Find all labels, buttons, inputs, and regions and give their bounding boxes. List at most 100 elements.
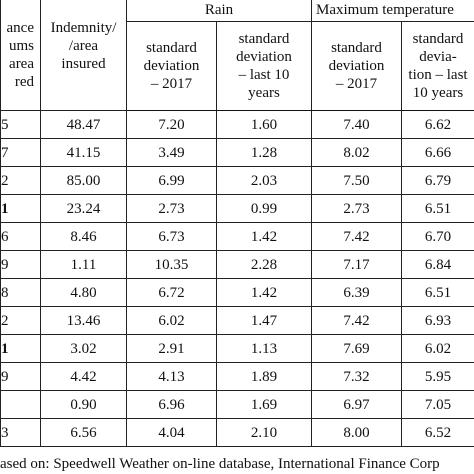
header-line: deviation — [328, 58, 385, 74]
table-cell: 4.80 — [40, 278, 127, 307]
table-cell — [0, 390, 41, 419]
table-cell: 4.42 — [40, 362, 127, 391]
table-cell: 7.05 — [401, 390, 474, 419]
table-cell: 5.95 — [401, 362, 474, 391]
table-cell: 13.46 — [40, 306, 127, 335]
header-line: standard — [238, 31, 290, 47]
table-cell: 1 — [0, 334, 41, 363]
header-line: tion – last — [408, 67, 468, 83]
table-cell: 2.28 — [216, 250, 312, 279]
subheader: standard deviation – 2017 — [311, 21, 402, 111]
table-cell: 6.62 — [401, 110, 474, 139]
table-cell: 1.42 — [216, 222, 312, 251]
stub-header: ance ums area red — [0, 0, 41, 111]
table-cell: 6.70 — [401, 222, 474, 251]
header-line: standard — [146, 40, 197, 56]
table-cell: 7.69 — [311, 334, 402, 363]
table-cell: 6.72 — [126, 278, 217, 307]
table-cell: 41.15 — [40, 138, 127, 167]
subheader: standard devia-tion – last 10 years — [401, 21, 474, 111]
subheader: standard deviation – 2017 — [126, 21, 217, 111]
header-line: – 2017 — [150, 76, 193, 92]
table-row: 5 48.47 7.20 1.60 7.40 6.62 — [0, 110, 474, 139]
table-cell: 5 — [0, 110, 41, 139]
table-row: 7 41.15 3.49 1.28 8.02 6.66 — [0, 138, 474, 167]
table-row: 1 3.02 2.91 1.13 7.69 6.02 — [0, 334, 474, 363]
table-cell: 7.32 — [311, 362, 402, 391]
header-line: 10 years — [412, 85, 464, 101]
header-line: standard — [331, 40, 382, 56]
table-cell: 6.99 — [126, 166, 217, 195]
table-cell: 6.84 — [401, 250, 474, 279]
header-line: years — [248, 85, 280, 101]
header-line: area — [9, 55, 34, 72]
table-cell: 1.69 — [216, 390, 312, 419]
table-cell: 6.02 — [401, 334, 474, 363]
table-cell: 9 — [0, 250, 41, 279]
table-row: 2 13.46 6.02 1.47 7.42 6.93 — [0, 306, 474, 335]
table-cell: 1.89 — [216, 362, 312, 391]
table-cell: 6.51 — [401, 194, 474, 223]
table-cell: 8.00 — [311, 418, 402, 447]
table-cell: 48.47 — [40, 110, 127, 139]
table-cell: 6.51 — [401, 278, 474, 307]
header-line: – 2017 — [335, 76, 378, 92]
table-cell: 6.52 — [401, 418, 474, 447]
header-line: Indemnity/ — [50, 20, 117, 36]
table-cell: 4.13 — [126, 362, 217, 391]
header-line: standard — [412, 31, 464, 47]
table-cell: 6.02 — [126, 306, 217, 335]
table-cell: 2.03 — [216, 166, 312, 195]
header-line: red — [14, 73, 34, 90]
table-row: 0.90 6.96 1.69 6.97 7.05 — [0, 390, 474, 419]
table-cell: 1.11 — [40, 250, 127, 279]
table-cell: 6.93 — [401, 306, 474, 335]
header-line: ums — [8, 37, 34, 54]
table-cell: 7.42 — [311, 306, 402, 335]
table-cell: 6.39 — [311, 278, 402, 307]
table-cell: 1.42 — [216, 278, 312, 307]
table-row: 2 85.00 6.99 2.03 7.50 6.79 — [0, 166, 474, 195]
table-row: 3 6.56 4.04 2.10 8.00 6.52 — [0, 418, 474, 447]
table-row: 6 8.46 6.73 1.42 7.42 6.70 — [0, 222, 474, 251]
table-cell: 1.13 — [216, 334, 312, 363]
table-cell: 0.99 — [216, 194, 312, 223]
header-line: deviation — [236, 49, 292, 65]
header-line: insured — [61, 56, 106, 72]
table-cell: 3.02 — [40, 334, 127, 363]
subheader: standard deviation – last 10 years — [216, 21, 312, 111]
table-cell: 2.73 — [311, 194, 402, 223]
table-cell: 2.73 — [126, 194, 217, 223]
header-line: devia- — [419, 49, 457, 65]
table-row: 9 4.42 4.13 1.89 7.32 5.95 — [0, 362, 474, 391]
max-temp-header: Maximum temperature — [311, 0, 474, 22]
data-table: ance ums area red Indemnity/ /area insured Ra… — [0, 0, 474, 447]
table-cell: 8.02 — [311, 138, 402, 167]
table-cell: 6.56 — [40, 418, 127, 447]
table-cell: 23.24 — [40, 194, 127, 223]
table-cell: 0.90 — [40, 390, 127, 419]
table-cell: 3 — [0, 418, 41, 447]
rain-header: Rain — [126, 0, 312, 22]
table-cell: 2.10 — [216, 418, 312, 447]
table-cell: 2 — [0, 306, 41, 335]
table-cell: 7.40 — [311, 110, 402, 139]
table-cell: 2.91 — [126, 334, 217, 363]
header-line: deviation — [143, 58, 200, 74]
table-cell: 3.49 — [126, 138, 217, 167]
footer-note: ased on: Speedwell Weather on-line datab… — [0, 456, 440, 472]
header-line: /area — [68, 38, 99, 54]
table-cell: 8 — [0, 278, 41, 307]
table-cell: 85.00 — [40, 166, 127, 195]
table-cell: 10.35 — [126, 250, 217, 279]
table-cell: 1.47 — [216, 306, 312, 335]
table-cell: 7 — [0, 138, 41, 167]
table-cell: 7.17 — [311, 250, 402, 279]
table-cell: 7.42 — [311, 222, 402, 251]
indemnity-header: Indemnity/ /area insured — [40, 0, 127, 111]
table-cell: 2 — [0, 166, 41, 195]
header-line: – last 10 — [238, 67, 290, 83]
table-cell: 1.28 — [216, 138, 312, 167]
header-line: ance — [6, 19, 34, 36]
